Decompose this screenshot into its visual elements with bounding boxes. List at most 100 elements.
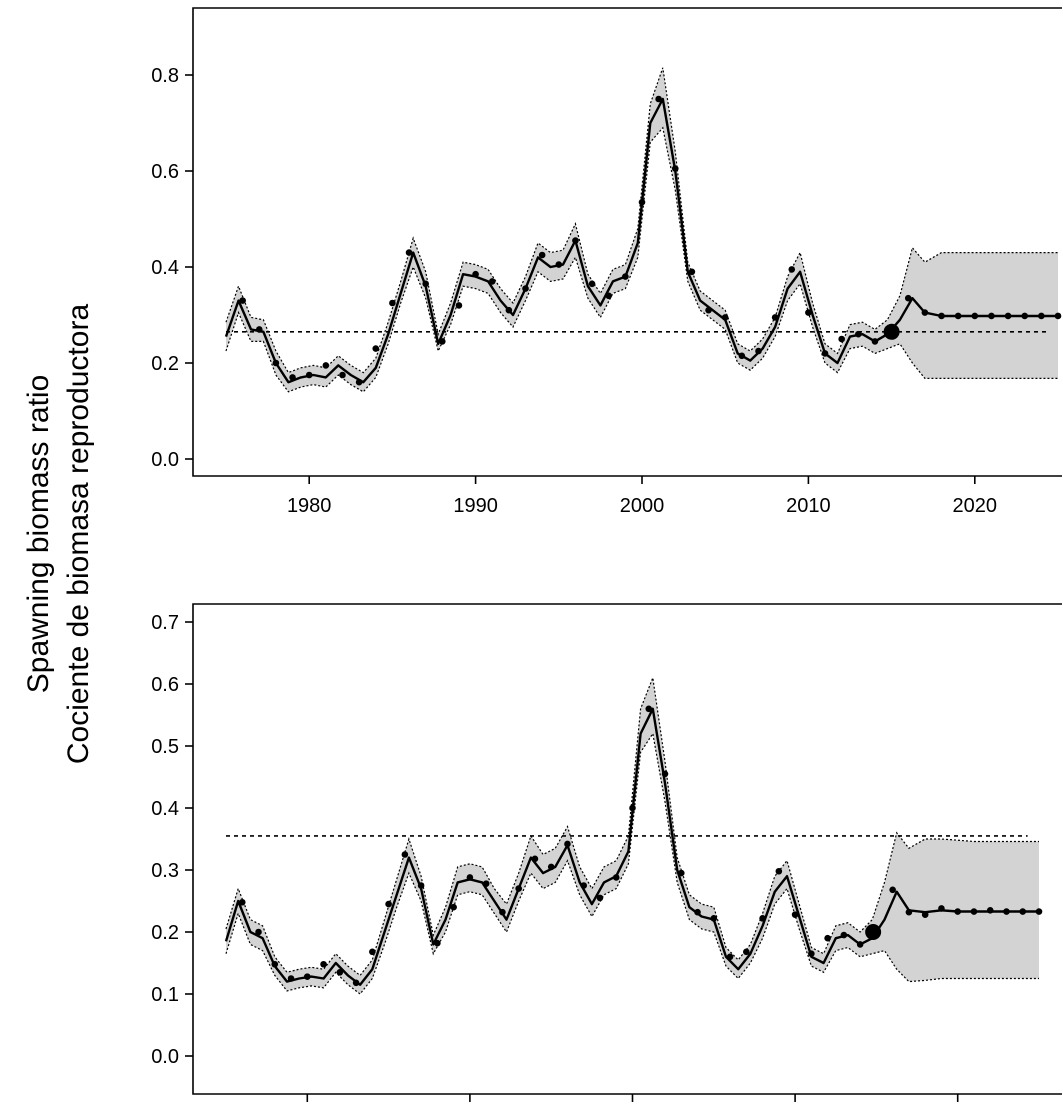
data-point [954, 908, 961, 915]
data-point [855, 330, 862, 338]
data-point [466, 874, 474, 881]
data-point [1054, 312, 1062, 320]
data-point [938, 905, 945, 912]
data-point [1004, 312, 1012, 320]
y-axis-label-spanish: Cociente de biomasa reproductora [62, 304, 95, 765]
data-point [304, 973, 311, 980]
data-point [555, 261, 563, 268]
data-point [824, 934, 831, 942]
data-point [372, 345, 380, 352]
y-tick-label: 0.4 [151, 798, 179, 820]
data-point [688, 268, 696, 276]
data-point [596, 894, 604, 902]
data-point [788, 266, 796, 273]
data-point [580, 882, 588, 889]
top-panel: 0.0 0.2 0.4 0.6 0.8 1980 1990 2000 2010 2020 [151, 7, 1062, 517]
data-point [588, 280, 596, 288]
data-point [515, 885, 522, 892]
data-point [986, 907, 994, 914]
current-year-point [883, 323, 900, 340]
plot-frame [192, 7, 1062, 477]
x-tick-label: 2020 [935, 1113, 980, 1116]
x-tick-label: 1990 [453, 495, 498, 517]
y-tick-label: 0.7 [151, 612, 179, 634]
data-point [434, 939, 441, 947]
y-tick-label: 0.5 [151, 736, 179, 758]
data-point [755, 347, 762, 355]
y-tick-label: 0.6 [151, 674, 179, 696]
data-point [838, 335, 845, 343]
x-tick-label: 2010 [773, 1113, 818, 1116]
data-point [488, 278, 496, 285]
data-point [622, 273, 629, 280]
data-point [791, 911, 799, 918]
data-point [726, 953, 734, 961]
data-point [531, 855, 539, 863]
data-point [322, 362, 330, 369]
x-tick-label: 1980 [285, 1113, 330, 1116]
data-point [1003, 908, 1010, 915]
data-point [289, 374, 296, 381]
band-upper-edge [225, 67, 1058, 374]
data-point [439, 338, 446, 345]
data-point [988, 312, 995, 320]
data-point [840, 931, 848, 939]
bottom-panel: 0.0 0.1 0.2 0.3 0.4 0.5 0.6 0.7 1980 1990 2000 2010… [151, 603, 1062, 1116]
data-point [385, 900, 392, 908]
data-point [339, 371, 346, 379]
data-point [401, 851, 409, 858]
band-lower-edge [225, 126, 1058, 393]
data-point [938, 312, 945, 320]
data-point [904, 294, 912, 302]
data-point [499, 908, 506, 916]
band-lower-edge [225, 732, 1039, 995]
y-tick-label: 0.2 [151, 353, 179, 375]
data-point [547, 863, 555, 871]
current-year-point [865, 924, 882, 940]
data-point [775, 867, 783, 875]
y-tick-label: 0.3 [151, 860, 179, 882]
data-point [954, 312, 962, 320]
data-point [1019, 908, 1027, 915]
x-tick-label: 1990 [448, 1113, 493, 1116]
data-point [805, 309, 812, 316]
data-point [255, 326, 263, 333]
data-point [677, 869, 685, 877]
x-tick-label: 2020 [953, 495, 998, 517]
data-point [629, 804, 636, 812]
data-point [808, 950, 815, 957]
data-point [655, 95, 662, 103]
data-point [455, 302, 463, 309]
data-point [970, 908, 978, 915]
data-point [1038, 312, 1045, 320]
data-point [856, 941, 864, 948]
data-point [671, 165, 679, 172]
data-point [355, 378, 363, 386]
data-point [564, 840, 571, 848]
data-point [889, 886, 896, 894]
data-point [921, 309, 929, 316]
data-point [505, 306, 513, 314]
y-axis-label: Spawning biomass ratio Cociente de bioma… [22, 304, 95, 765]
data-point [721, 314, 729, 321]
data-point [287, 975, 295, 982]
data-point [771, 314, 779, 321]
data-point [336, 969, 344, 976]
data-point [389, 299, 396, 307]
confidence-band [226, 67, 1058, 392]
data-point [645, 705, 653, 713]
data-point [694, 908, 701, 916]
data-point [255, 928, 262, 936]
y-tick-label: 0.2 [151, 922, 179, 944]
y-axis-label-english: Spawning biomass ratio [22, 375, 55, 694]
y-tick-label: 0.0 [151, 449, 179, 471]
data-point [821, 350, 829, 357]
x-tick-label: 2000 [620, 495, 665, 517]
x-tick-label: 2010 [786, 495, 831, 517]
plot-frame [192, 603, 1062, 1095]
data-point [352, 979, 360, 987]
x-tick-label: 2000 [610, 1113, 655, 1116]
data-point [272, 359, 280, 367]
data-point [871, 338, 879, 345]
